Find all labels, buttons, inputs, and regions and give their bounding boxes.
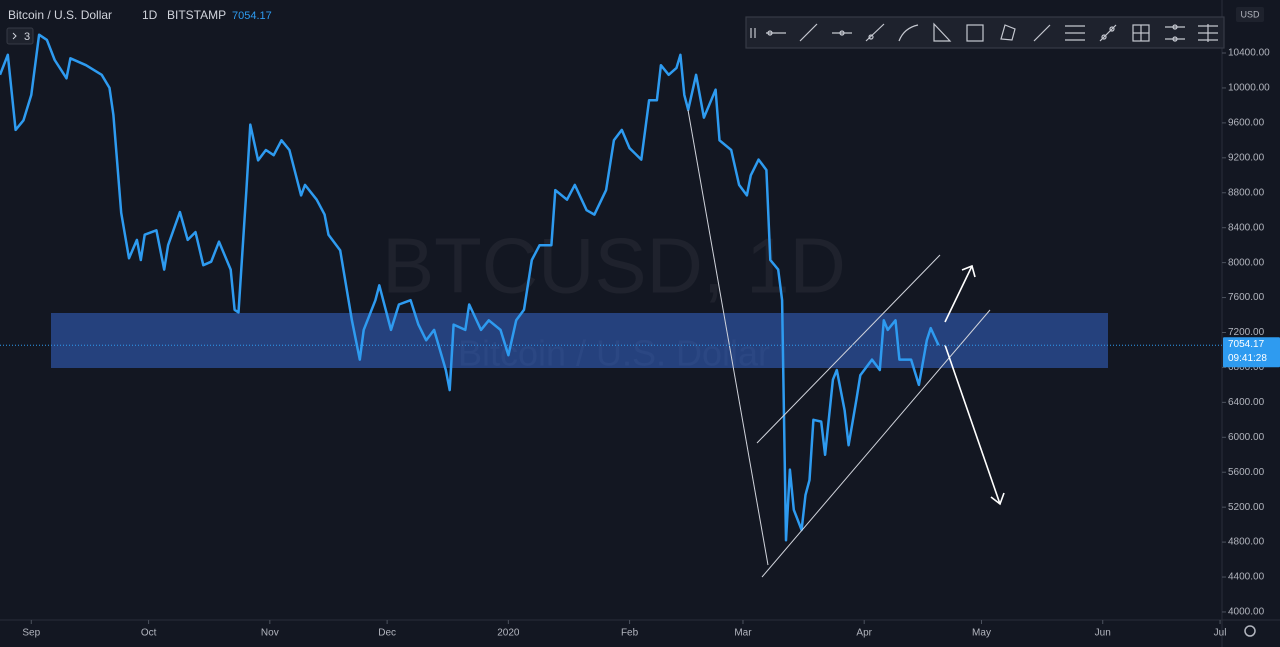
tool-horizontal-line[interactable] bbox=[832, 30, 852, 36]
tool-more[interactable] bbox=[1198, 24, 1218, 42]
channel-lower[interactable] bbox=[761, 309, 991, 578]
indicator-toggle[interactable] bbox=[6, 27, 34, 45]
tool-curve[interactable] bbox=[898, 24, 919, 42]
x-tick-label: Mar bbox=[734, 628, 752, 639]
tool-trend-line[interactable] bbox=[799, 23, 818, 42]
chevron-icon bbox=[12, 32, 17, 40]
y-tick-label: 7600.00 bbox=[1228, 292, 1265, 303]
plot bbox=[0, 33, 940, 542]
header-price: 7054.17 bbox=[232, 10, 272, 22]
y-tick-label: 9200.00 bbox=[1228, 152, 1265, 163]
price-tag-value: 7054.17 bbox=[1228, 339, 1265, 350]
drag-handle[interactable] bbox=[750, 28, 756, 38]
price-tag-countdown: 09:41:28 bbox=[1228, 353, 1267, 364]
drawing-toolbar bbox=[745, 16, 1225, 49]
y-tick-label: 10000.00 bbox=[1228, 83, 1270, 94]
y-tick-label: 6000.00 bbox=[1228, 432, 1265, 443]
y-tick-label: 8000.00 bbox=[1228, 257, 1265, 268]
x-tick-label: Dec bbox=[378, 628, 396, 639]
tool-arrow[interactable] bbox=[1033, 24, 1051, 42]
tool-parallel[interactable] bbox=[1065, 25, 1085, 41]
header: Bitcoin / U.S. Dollar 1D BITSTAMP 7054.1… bbox=[6, 8, 272, 45]
x-tick-label: Jun bbox=[1095, 628, 1111, 639]
x-tick-label: Sep bbox=[22, 628, 40, 639]
indicator-count: 3 bbox=[24, 31, 30, 43]
price-line bbox=[0, 33, 940, 542]
tool-disjoint[interactable] bbox=[1099, 24, 1117, 42]
symbol: Bitcoin / U.S. Dollar bbox=[8, 8, 112, 22]
channel-upper[interactable] bbox=[756, 254, 941, 444]
currency-box[interactable] bbox=[1236, 7, 1264, 22]
tool-polyline[interactable] bbox=[1000, 24, 1016, 41]
settings-gear[interactable] bbox=[1244, 625, 1256, 637]
arrow-down[interactable] bbox=[944, 344, 1005, 506]
tool-fib[interactable] bbox=[1132, 24, 1150, 42]
tool-triangle[interactable] bbox=[933, 22, 952, 42]
x-tick-label: May bbox=[972, 628, 991, 639]
y-tick-label: 4800.00 bbox=[1228, 537, 1265, 548]
tool-ray[interactable] bbox=[865, 23, 885, 42]
tool-settings[interactable] bbox=[1165, 24, 1185, 42]
toolbar-bg bbox=[745, 16, 1225, 49]
x-tick-label: 2020 bbox=[497, 628, 520, 639]
zone-rectangle[interactable] bbox=[51, 313, 1108, 368]
x-tick-label: Apr bbox=[856, 628, 872, 639]
y-tick-label: 8800.00 bbox=[1228, 187, 1265, 198]
exchange: BITSTAMP bbox=[167, 8, 226, 22]
y-tick-label: 7200.00 bbox=[1228, 327, 1265, 338]
x-tick-label: Nov bbox=[261, 628, 279, 639]
trend-line[interactable] bbox=[687, 109, 769, 566]
x-tick-label: Feb bbox=[621, 628, 639, 639]
y-tick-label: 4000.00 bbox=[1228, 607, 1265, 618]
y-tick-label: 6400.00 bbox=[1228, 397, 1265, 408]
y-tick-label: 6800.00 bbox=[1228, 362, 1265, 373]
tool-horizontal-ray[interactable] bbox=[766, 30, 786, 36]
y-tick-label: 8400.00 bbox=[1228, 222, 1265, 233]
y-tick-label: 4400.00 bbox=[1228, 572, 1265, 583]
x-tick-label: Jul bbox=[1214, 628, 1227, 639]
arrow-up[interactable] bbox=[944, 264, 976, 323]
currency: USD bbox=[1240, 9, 1260, 19]
x-tick-label: Oct bbox=[141, 628, 157, 639]
tool-rectangle[interactable] bbox=[966, 24, 984, 42]
interval: 1D bbox=[142, 8, 158, 22]
y-tick-label: 5200.00 bbox=[1228, 502, 1265, 513]
y-tick-label: 5600.00 bbox=[1228, 467, 1265, 478]
price-tag bbox=[1223, 337, 1280, 368]
y-tick-label: 9600.00 bbox=[1228, 118, 1265, 129]
y-tick-label: 10400.00 bbox=[1228, 48, 1270, 59]
